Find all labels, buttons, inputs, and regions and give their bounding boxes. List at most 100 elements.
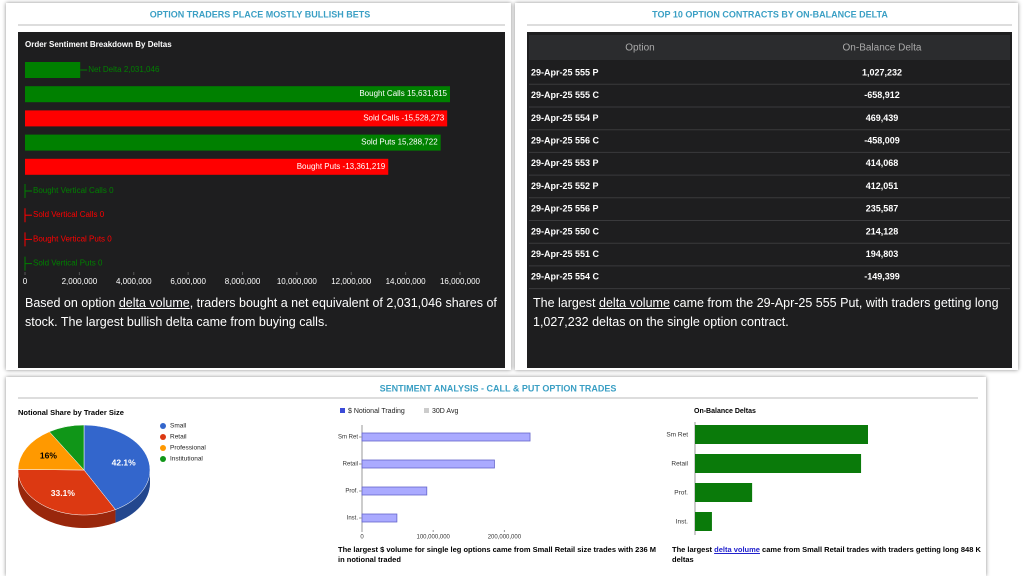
- text: The largest: [672, 545, 715, 554]
- text: The largest: [533, 296, 600, 310]
- y-tick-label: Inst.: [347, 516, 359, 522]
- dark-box: [527, 32, 1012, 368]
- value-label: 15,631,815: [407, 89, 448, 98]
- bar: [25, 62, 81, 78]
- category: Sold Vertical Puts: [33, 259, 96, 268]
- legend-label: Professional: [170, 445, 206, 452]
- x-tick-label: 0: [360, 535, 364, 541]
- x-tick-label: 14,000,000: [386, 277, 427, 286]
- data-label: 42.1%: [112, 457, 137, 467]
- chart-title: On-Balance Deltas: [694, 408, 756, 415]
- value-label: 0: [100, 210, 105, 219]
- pie-side: [115, 470, 150, 523]
- pie-slice: [83, 424, 151, 510]
- bar: [695, 483, 753, 502]
- y-tick-label: Inst.: [676, 519, 688, 526]
- cell: 412,051: [866, 181, 899, 191]
- legend-swatch: [160, 423, 166, 429]
- bar: [695, 512, 712, 531]
- cell: 29-Apr-25 552 P: [531, 181, 599, 191]
- data-label: Sold Vertical Puts 0: [33, 259, 103, 268]
- data-label: 16%: [40, 451, 57, 461]
- legend-swatch: [160, 434, 166, 440]
- bar: [361, 486, 428, 496]
- cell: 29-Apr-25 550 C: [531, 226, 600, 236]
- pie-side-shade: [115, 470, 150, 523]
- cell: 29-Apr-25 555 P: [531, 67, 599, 77]
- x-tick-label: 0: [23, 277, 28, 286]
- value-label: 0: [98, 259, 103, 268]
- caption: The largest $ volume for single leg opti…: [338, 545, 658, 565]
- bar: [695, 454, 862, 473]
- cell: 29-Apr-25 553 P: [531, 158, 599, 168]
- text: The largest $ volume for single leg opti…: [338, 545, 657, 564]
- y-tick-label: Sm Ret: [666, 432, 688, 439]
- category: Bought Vertical Calls: [33, 186, 107, 195]
- panel-title: SENTIMENT ANALYSIS - CALL & PUT OPTION T…: [380, 383, 617, 393]
- legend-label: 30D Avg: [432, 408, 458, 415]
- cell: 1,027,232: [862, 67, 902, 77]
- cell: 469,439: [866, 113, 899, 123]
- y-tick-label: Prof.: [345, 489, 358, 495]
- y-tick-label: Retail: [671, 461, 688, 468]
- link[interactable]: delta volume: [714, 545, 760, 554]
- panel-title: TOP 10 OPTION CONTRACTS BY ON-BALANCE DE…: [652, 9, 888, 19]
- cell: 29-Apr-25 556 P: [531, 204, 599, 214]
- panel-title: OPTION TRADERS PLACE MOSTLY BULLISH BETS: [150, 9, 371, 19]
- pie-side-shade: [18, 471, 116, 528]
- chart-title: Notional Share by Trader Size: [18, 408, 124, 417]
- cell: -458,009: [864, 135, 900, 145]
- category: Bought Vertical Puts: [33, 235, 105, 244]
- value-label: -13,361,219: [343, 162, 386, 171]
- data-label: Bought Puts -13,361,219: [297, 162, 386, 171]
- cell: 194,803: [866, 249, 899, 259]
- bar: [25, 134, 441, 151]
- value-label: 0: [107, 235, 112, 244]
- bar: [361, 513, 398, 523]
- data-label: Sold Vertical Calls 0: [33, 210, 105, 219]
- legend-swatch: [160, 445, 166, 451]
- cell: 29-Apr-25 554 P: [531, 113, 599, 123]
- cell: -658,912: [864, 90, 900, 100]
- pie-slice: [17, 431, 85, 471]
- bar: [25, 86, 450, 103]
- x-tick-label: 200,000,000: [488, 535, 522, 541]
- pie-slice: [48, 424, 85, 471]
- value-label: 2,031,046: [124, 65, 160, 74]
- cell: 414,068: [866, 158, 899, 168]
- category: Bought Puts: [297, 162, 341, 171]
- legend-label: $ Notional Trading: [348, 408, 405, 415]
- category: Sold Vertical Calls: [33, 210, 97, 219]
- x-tick-label: 100,000,000: [417, 535, 451, 541]
- legend-label: Retail: [170, 434, 187, 441]
- data-label: 33.1%: [51, 488, 76, 498]
- category: Sold Calls: [363, 114, 399, 123]
- panel: [6, 377, 986, 576]
- data-label: Sold Calls -15,528,273: [363, 114, 445, 123]
- category: Net Delta: [88, 65, 122, 74]
- legend-swatch: [424, 408, 429, 413]
- pie-slice: [17, 469, 116, 516]
- x-tick-label: 4,000,000: [116, 277, 152, 286]
- x-tick-label: 10,000,000: [277, 277, 318, 286]
- bar: [25, 158, 389, 175]
- bar: [361, 432, 531, 442]
- data-label: Net Delta 2,031,046: [88, 65, 160, 74]
- data-label: Sold Puts 15,288,722: [361, 138, 438, 147]
- data-label: Bought Vertical Puts 0: [33, 235, 112, 244]
- caption: The largest delta volume came from Small…: [672, 545, 982, 565]
- cell: 29-Apr-25 556 C: [531, 135, 600, 145]
- text: Based on option: [25, 296, 119, 310]
- x-tick-label: 6,000,000: [170, 277, 206, 286]
- cell: 29-Apr-25 554 C: [531, 272, 600, 282]
- text: came from the 29-Apr-25 555 Put, with tr…: [533, 296, 999, 329]
- caption: Based on option delta volume, traders bo…: [25, 294, 503, 332]
- bar: [361, 459, 495, 469]
- cell: 29-Apr-25 551 C: [531, 249, 600, 259]
- y-tick-label: Retail: [343, 462, 358, 468]
- text: came from Small Retail trades with trade…: [672, 545, 981, 564]
- legend-label: Small: [170, 423, 187, 430]
- bar: [25, 110, 448, 127]
- cell: -149,399: [864, 272, 900, 282]
